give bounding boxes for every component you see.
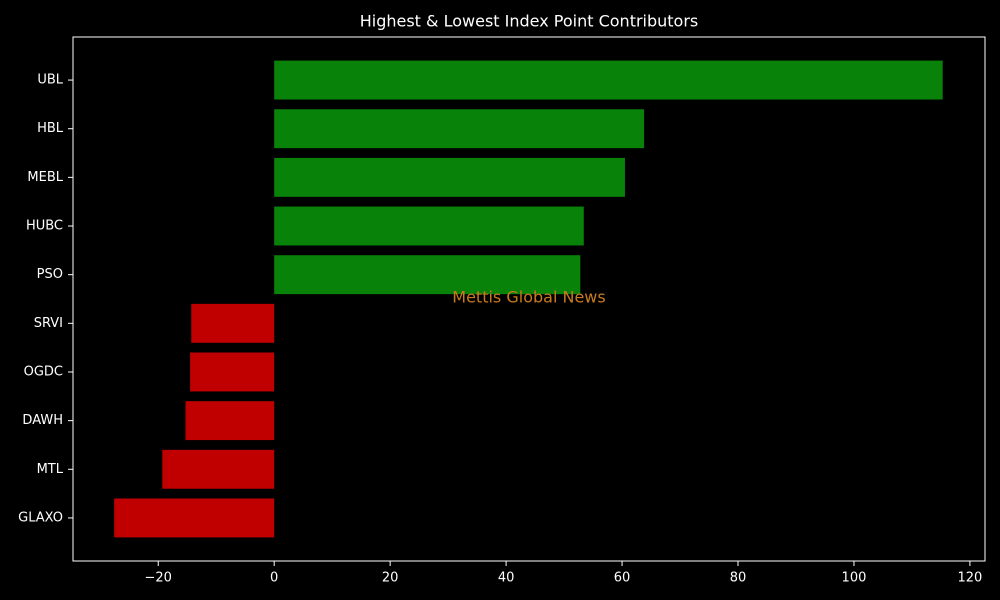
bar [274,60,943,100]
y-tick-label: HUBC [26,219,63,234]
y-tick-label: DAWH [22,413,63,428]
x-tick-label: 120 [958,571,983,586]
x-tick-label: 20 [382,571,399,586]
y-tick-label: GLAXO [18,510,63,525]
y-tick-label: MEBL [27,170,63,185]
y-tick-label: PSO [37,267,63,282]
bar [274,109,645,149]
x-tick-label: 80 [730,571,747,586]
bar [190,352,275,392]
y-tick-label: HBL [37,121,64,136]
bar [191,303,275,343]
bar [114,498,275,538]
bar [274,206,584,246]
bar [185,401,275,441]
bar [162,449,275,489]
watermark: Mettis Global News [452,288,605,307]
bar [274,255,581,295]
bar [274,157,625,197]
y-tick-label: MTL [37,462,64,477]
x-tick-label: 0 [270,571,278,586]
y-tick-label: OGDC [24,364,63,379]
chart-title: Highest & Lowest Index Point Contributor… [360,12,699,31]
x-tick-label: −20 [145,571,172,586]
y-tick-label: SRVI [34,316,63,331]
y-tick-label: UBL [37,73,63,88]
x-tick-label: 60 [614,571,631,586]
plot-frame [72,36,986,562]
x-tick-label: 40 [498,571,515,586]
x-tick-label: 100 [842,571,867,586]
